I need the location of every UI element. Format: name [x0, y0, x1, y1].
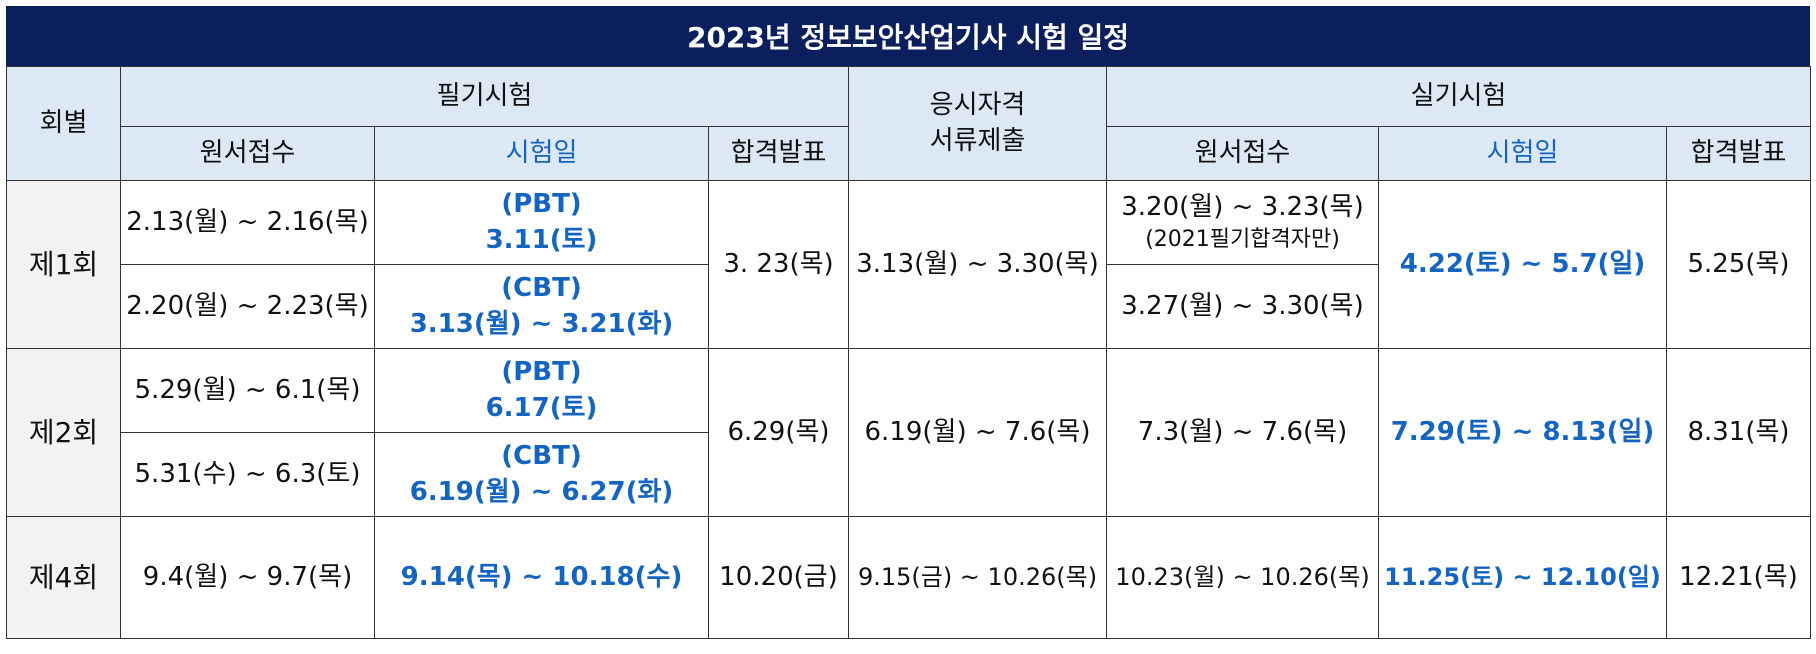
header-row-top: 회별 필기시험 응시자격 서류제출 실기시험 [6, 66, 1811, 181]
written-exam-cell: (CBT) 3.13(월) ~ 3.21(화) [374, 264, 709, 349]
round-label: 제1회 [6, 180, 121, 349]
written-apply-cell: 2.20(월) ~ 2.23(목) [120, 264, 375, 349]
written-apply-cell: 2.13(월) ~ 2.16(목) [120, 180, 375, 265]
written-exam-cell: (CBT) 6.19(월) ~ 6.27(화) [374, 432, 709, 517]
practical-result-cell: 5.25(목) [1666, 180, 1811, 349]
header-written-exam: 시험일 [374, 126, 709, 181]
header-qualification: 응시자격 서류제출 [848, 66, 1107, 181]
exam-schedule-table: 회별 필기시험 응시자격 서류제출 실기시험 원서접수 시험일 합격발표 원서접… [6, 66, 1811, 639]
practical-result-cell: 8.31(목) [1666, 348, 1811, 517]
written-result-cell: 6.29(목) [708, 348, 849, 517]
round-label: 제4회 [6, 516, 121, 639]
qualification-cell: 6.19(월) ~ 7.6(목) [848, 348, 1107, 517]
table-title: 2023년 정보보안산업기사 시험 일정 [6, 6, 1810, 66]
written-apply-cell: 9.4(월) ~ 9.7(목) [120, 516, 375, 639]
exam-date: 6.19(월) ~ 6.27(화) [409, 476, 674, 507]
qualification-cell: 9.15(금) ~ 10.26(목) [848, 516, 1107, 639]
written-result-cell: 10.20(금) [708, 516, 849, 639]
written-result-cell: 3. 23(목) [708, 180, 849, 349]
table-row: 제1회 2.13(월) ~ 2.16(목) (PBT) 3.11(토) 3. 2… [6, 180, 1811, 349]
round-label: 제2회 [6, 348, 121, 517]
table-row: 5.31(수) ~ 6.3(토) (CBT) 6.19(월) ~ 6.27(화) [7, 432, 1811, 517]
header-practical-result: 합격발표 [1666, 126, 1811, 181]
exam-type: (CBT) [501, 441, 582, 472]
header-written-result: 합격발표 [708, 126, 849, 181]
practical-apply-note: (2021필기합격자만) [1145, 227, 1340, 253]
practical-apply-date: 3.20(월) ~ 3.23(목) [1121, 192, 1364, 223]
header-qualification-line2: 서류제출 [929, 125, 1026, 156]
table-row: 제2회 5.29(월) ~ 6.1(목) (PBT) 6.17(토) 6.29(… [6, 348, 1811, 517]
exam-type: (PBT) [501, 189, 582, 220]
written-apply-cell: 5.29(월) ~ 6.1(목) [120, 348, 375, 433]
practical-result-cell: 12.21(목) [1666, 516, 1811, 639]
qualification-cell: 3.13(월) ~ 3.30(목) [848, 180, 1107, 349]
header-row-sub: 원서접수 시험일 합격발표 원서접수 시험일 합격발표 [7, 126, 1811, 181]
table-row: 2.20(월) ~ 2.23(목) (CBT) 3.13(월) ~ 3.21(화… [7, 264, 1811, 349]
exam-type: (PBT) [501, 357, 582, 388]
exam-type: (CBT) [501, 273, 582, 304]
written-exam-cell: (PBT) 3.11(토) [374, 180, 709, 265]
practical-exam-cell: 4.22(토) ~ 5.7(일) [1378, 180, 1667, 349]
practical-apply-cell: 7.3(월) ~ 7.6(목) [1106, 348, 1379, 517]
header-practical: 실기시험 [1106, 66, 1811, 127]
header-written-apply: 원서접수 [120, 126, 375, 181]
header-round: 회별 [6, 66, 121, 181]
header-written: 필기시험 [120, 66, 849, 127]
practical-apply-cell: 3.27(월) ~ 3.30(목) [1106, 264, 1379, 349]
practical-apply-cell: 3.20(월) ~ 3.23(목) (2021필기합격자만) [1106, 180, 1379, 265]
practical-exam-cell: 11.25(토) ~ 12.10(일) [1378, 516, 1667, 639]
exam-date: 3.13(월) ~ 3.21(화) [409, 308, 674, 339]
header-qualification-line1: 응시자격 [929, 90, 1026, 121]
written-exam-cell: (PBT) 6.17(토) [374, 348, 709, 433]
practical-exam-cell: 7.29(토) ~ 8.13(일) [1378, 348, 1667, 517]
exam-date: 6.17(토) [485, 392, 598, 423]
practical-apply-cell: 10.23(월) ~ 10.26(목) [1106, 516, 1379, 639]
header-practical-apply: 원서접수 [1106, 126, 1379, 181]
table-row: 제4회 9.4(월) ~ 9.7(목) 9.14(목) ~ 10.18(수) 1… [6, 516, 1811, 639]
header-practical-exam: 시험일 [1378, 126, 1667, 181]
exam-date: 3.11(토) [485, 224, 598, 255]
written-apply-cell: 5.31(수) ~ 6.3(토) [120, 432, 375, 517]
written-exam-cell: 9.14(목) ~ 10.18(수) [374, 516, 709, 639]
